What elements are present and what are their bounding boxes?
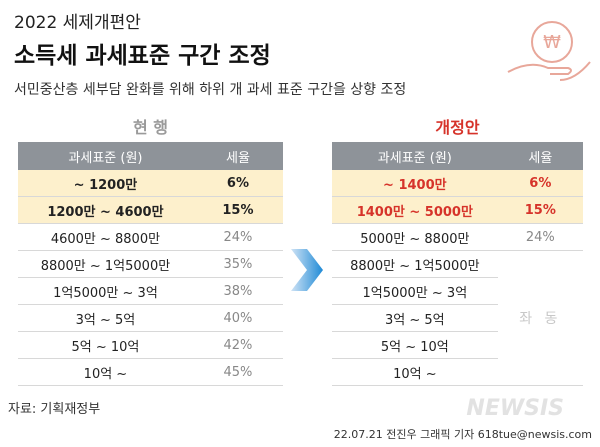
row: ~ 1200만 6% xyxy=(18,170,283,197)
rate: 24% xyxy=(497,223,583,251)
bracket: 1억5000만 ~ 3억 xyxy=(332,277,498,305)
row: 8800만 ~ 1억5000만 좌 동 xyxy=(332,250,583,386)
rate: 45% xyxy=(192,358,283,386)
bracket: 5억 ~ 10억 xyxy=(18,331,193,359)
rate: 6% xyxy=(497,170,583,197)
header-row: 과세표준 (원) 세율 xyxy=(332,142,583,170)
row: 1억5000만 ~ 3억 38% xyxy=(18,277,283,305)
column-header: 세율 xyxy=(192,142,283,170)
column-header: 과세표준 (원) xyxy=(332,142,498,170)
row: 3억 ~ 5억 40% xyxy=(18,304,283,332)
bracket: 5000만 ~ 8800만 xyxy=(332,223,498,251)
icon: ₩ xyxy=(507,21,591,81)
bracket: 4600만 ~ 8800만 xyxy=(18,223,193,251)
bracket: 3억 ~ 5억 xyxy=(18,304,193,332)
bracket: 8800만 ~ 1억5000만 xyxy=(18,250,193,278)
rate: 35% xyxy=(192,250,283,278)
title: 소득세 과세표준 구간 조정 xyxy=(14,43,271,69)
watermark: NEWSIS xyxy=(466,396,564,421)
rate: 40% xyxy=(192,304,283,332)
row: 10억 ~45% xyxy=(18,358,283,386)
row: 8800만 ~ 1억5000만 35% xyxy=(18,250,283,278)
row: 5억 ~ 10억 xyxy=(332,331,583,359)
source: 자료: 기획재정부 xyxy=(8,402,101,417)
header-row: 과세표준 (원) 세율 xyxy=(18,142,283,170)
revised-label: 개정안 xyxy=(435,118,480,137)
bracket: 1200만 ~ 4600만 xyxy=(18,196,193,224)
bracket: 10억 ~ xyxy=(332,358,498,386)
year-title: 2022 세제개편안 xyxy=(14,13,141,33)
rate: 6% xyxy=(192,170,283,197)
bracket: 10억 ~ xyxy=(18,358,193,386)
same-note: 좌 동 xyxy=(497,250,583,386)
row: ~ 1400만 6% xyxy=(332,170,583,197)
row: 5000만 ~ 8800만 24% xyxy=(332,223,583,251)
rate: 24% xyxy=(192,223,283,251)
row: 10억 ~ xyxy=(332,358,583,386)
rate: 15% xyxy=(497,196,583,224)
row: 1200만 ~ 4600만 15% xyxy=(18,196,283,224)
current-table: 과세표준 (원) 세율 ~ 1200만 6% 1200만 ~ 4600만 15% 4600만… xyxy=(18,142,283,386)
arrow xyxy=(291,249,323,291)
row: 4600만 ~ 8800만 24% xyxy=(18,223,283,251)
bracket: 1억5000만 ~ 3억 xyxy=(18,277,193,305)
rate: 15% xyxy=(192,196,283,224)
rate: 38% xyxy=(192,277,283,305)
column-header: 세율 xyxy=(497,142,583,170)
revised-table: 과세표준 (원) 세율 ~ 1400만 6% 1400만 ~ 5000만 15% 5000만… xyxy=(332,142,583,386)
rate: 42% xyxy=(192,331,283,359)
row: 1400만 ~ 5000만 15% xyxy=(332,196,583,224)
bracket: ~ 1200만 xyxy=(18,170,193,197)
subtitle: 서민중산층 세부담 완화를 위해 하위 개 과세 표준 구간을 상향 조정 xyxy=(14,82,407,98)
bracket: 5억 ~ 10억 xyxy=(332,331,498,359)
column-header: 과세표준 (원) xyxy=(18,142,193,170)
current-label: 현 행 xyxy=(132,118,168,137)
bracket: 8800만 ~ 1억5000만 xyxy=(332,250,498,278)
row: 3억 ~ 5억 xyxy=(332,304,583,332)
row: 1억5000만 ~ 3억 xyxy=(332,277,583,305)
bracket: 1400만 ~ 5000만 xyxy=(332,196,498,224)
credit: 22.07.21 전진우 그래픽 기자 618tue@newsis.com xyxy=(333,428,592,441)
bracket: 3억 ~ 5억 xyxy=(332,304,498,332)
bracket: ~ 1400만 xyxy=(332,170,498,197)
row: 5억 ~ 10억 42% xyxy=(18,331,283,359)
svg-text:₩: ₩ xyxy=(543,32,561,53)
